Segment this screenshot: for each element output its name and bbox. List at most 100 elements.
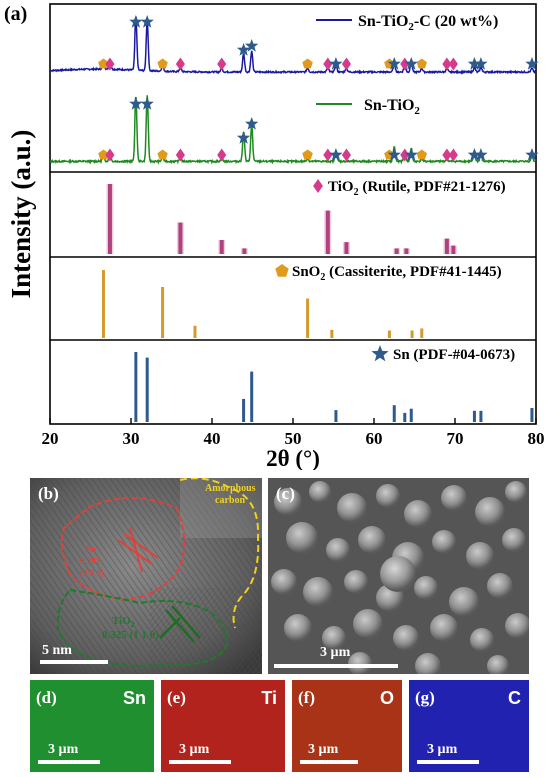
ref-bar-0-7 <box>404 248 409 254</box>
marker-star-1-2 <box>236 131 251 144</box>
marker-star-1-3 <box>245 117 259 130</box>
marker-diamond-1-6 <box>442 148 452 162</box>
eds-map-o: (f) O 3 µm <box>292 680 402 772</box>
marker-star-0-6 <box>404 57 418 70</box>
marker-pentagon-1-0 <box>98 149 109 160</box>
eds-o-scale-text: 3 µm <box>308 742 339 757</box>
eds-ti-scale-bar <box>169 760 231 764</box>
ref-bar-0-6 <box>394 248 399 254</box>
ref-bar-2-0 <box>134 352 138 422</box>
ref-sno2-tail: (Cassiterite, PDF#41-1445) <box>325 264 501 280</box>
eds-element-sn: Sn <box>122 688 146 708</box>
ref-bar-1-3 <box>306 298 310 338</box>
ref-bar-1-6 <box>410 330 414 338</box>
marker-star-1-5 <box>387 148 401 161</box>
tem-annotation-sn-3: (2 0 0) <box>80 568 104 578</box>
ref-bar-0-0 <box>107 184 112 254</box>
ref-bar-1-4 <box>330 329 334 338</box>
tem-annotation-tio2-d: 0.325 (1 1 0) <box>102 629 159 641</box>
panel-label-f: (f) <box>298 688 315 707</box>
marker-star-1-7 <box>467 148 482 161</box>
marker-diamond-0-2 <box>217 57 227 71</box>
panel-label-b: (b) <box>38 484 59 503</box>
panel-label-c: (c) <box>276 484 295 503</box>
marker-star-0-7 <box>467 57 482 70</box>
marker-diamond-0-6 <box>442 57 452 71</box>
panel-label-g: (g) <box>415 688 435 707</box>
panel-label-d: (d) <box>36 688 57 707</box>
x-tick-label-60: 60 <box>366 429 383 448</box>
sem-scale-text: 3 µm <box>320 645 351 660</box>
ref-bar-2-5 <box>392 405 396 422</box>
marker-diamond-1-5 <box>400 148 410 162</box>
legend-star-icon <box>371 345 389 362</box>
marker-star-0-1 <box>140 15 154 28</box>
tem-annotation-tio2: TiO2 <box>112 615 135 629</box>
marker-diamond-1-4 <box>341 148 352 162</box>
ref-bar-glow-1 <box>176 222 184 254</box>
eds-map-c: (g) C 3 µm <box>409 680 529 772</box>
sem-image-drawing <box>268 478 529 674</box>
eds-o-scale-bar <box>300 760 358 764</box>
x-tick-label-80: 80 <box>528 429 545 448</box>
marker-star-1-4 <box>329 148 343 161</box>
y-axis-label: Intensity (a.u.) <box>6 130 36 299</box>
sem-scale-bar <box>274 664 398 668</box>
legend-pentagon-icon <box>275 264 289 277</box>
marker-star-0-0 <box>129 15 143 28</box>
marker-star-0-5 <box>387 57 401 70</box>
x-tick-label-40: 40 <box>204 429 221 448</box>
xrd-marks <box>49 15 539 422</box>
marker-diamond-1-3 <box>323 148 333 162</box>
legend-composite-tail: -C (20 wt%) <box>414 13 498 30</box>
ref-bar-0-5 <box>344 242 349 254</box>
ref-bar-0-9 <box>451 245 456 254</box>
marker-diamond-0-3 <box>323 57 333 71</box>
ref-bar-glow-8 <box>443 238 451 254</box>
marker-star-0-3 <box>245 39 259 52</box>
eds-element-c: C <box>508 688 521 708</box>
marker-star-0-9 <box>525 57 539 70</box>
ref-bar-glow-3 <box>240 248 248 254</box>
ref-sno2-main: SnO <box>292 264 320 280</box>
marker-pentagon-0-0 <box>98 58 109 69</box>
marker-diamond-0-4 <box>341 57 352 71</box>
tem-annotation-sn-1: Sn <box>86 544 96 554</box>
marker-star-0-8 <box>474 57 488 70</box>
legend-sn-tio2-main: Sn-TiO <box>364 97 414 114</box>
ref-bar-1-5 <box>387 330 391 338</box>
panel-label-e: (e) <box>167 688 186 707</box>
ref-bar-glow-4 <box>324 210 332 254</box>
ref-bar-2-4 <box>334 410 338 422</box>
tem-image-drawing: Amorphous carbon Sn 0.292 (2 0 0) TiO2 0… <box>30 478 262 674</box>
xrd-chart: (a) Intensity (a.u.) 20 30 40 50 60 70 80 Sn-T… <box>4 3 545 470</box>
ref-bar-0-8 <box>444 238 449 254</box>
marker-star-1-0 <box>129 97 143 110</box>
marker-pentagon-0-1 <box>157 58 168 69</box>
marker-diamond-0-7 <box>448 57 458 71</box>
legend-label-composite: Sn-TiO2-C (20 wt%) <box>358 13 498 33</box>
ref-bar-2-7 <box>409 408 413 422</box>
sem-image: (c) 3 µm <box>268 478 529 674</box>
marker-star-1-1 <box>140 97 154 110</box>
ref-bar-2-9 <box>479 410 483 422</box>
tem-image: Amorphous carbon Sn 0.292 (2 0 0) TiO2 0… <box>30 478 262 674</box>
marker-pentagon-1-2 <box>302 149 313 160</box>
ref-label-tio2: TiO2 (Rutile, PDF#21-1276) <box>328 179 506 198</box>
marker-star-0-4 <box>329 57 343 70</box>
ref-bar-0-1 <box>178 222 183 254</box>
x-axis-label: 2θ (°) <box>266 446 320 470</box>
marker-diamond-0-0 <box>105 57 115 71</box>
eds-map-ti: (e) Ti 3 µm <box>161 680 285 772</box>
ref-bar-2-10 <box>530 408 534 422</box>
ref-label-sn: Sn (PDF-#04-0673) <box>393 347 515 363</box>
ref-bar-glow-5 <box>342 242 350 254</box>
tem-scale-bar <box>40 660 108 664</box>
marker-pentagon-1-4 <box>416 149 427 160</box>
eds-sn-scale-bar <box>38 760 100 764</box>
ref-bar-glow-2 <box>218 240 226 254</box>
marker-star-1-6 <box>404 148 418 161</box>
x-tick-label-50: 50 <box>285 429 302 448</box>
ref-bar-1-0 <box>101 270 105 338</box>
x-axis-ticks: 20 30 40 50 60 70 80 <box>42 418 545 448</box>
